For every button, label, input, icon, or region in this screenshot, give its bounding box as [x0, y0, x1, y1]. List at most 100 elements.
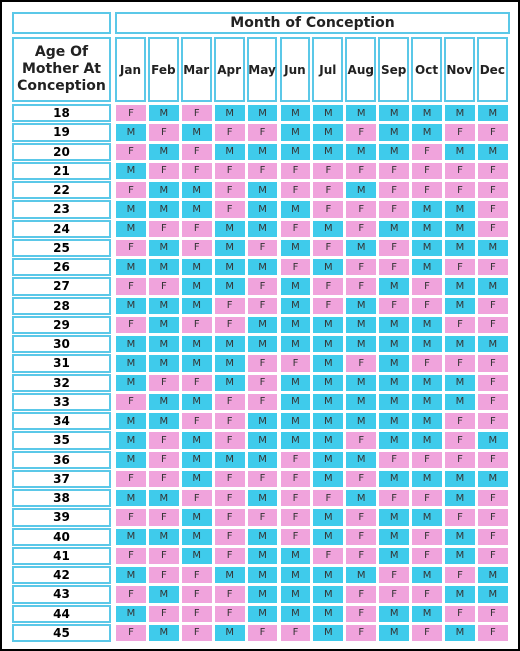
gender-cell: F	[411, 623, 443, 642]
age-label: 45	[12, 623, 111, 642]
gender-cell: F	[476, 527, 509, 546]
gender-cell: M	[411, 315, 443, 334]
gender-cell: F	[411, 296, 443, 315]
age-label: 19	[12, 123, 111, 142]
gender-cell: F	[279, 508, 312, 527]
gender-cell: M	[378, 508, 411, 527]
gender-cell: F	[444, 412, 476, 431]
gender-cell: F	[246, 392, 279, 411]
age-label: 30	[12, 335, 111, 354]
gender-cell: M	[378, 469, 411, 488]
gender-cell: F	[147, 219, 180, 238]
gender-cell: F	[476, 258, 509, 277]
gender-cell: F	[411, 142, 443, 161]
gender-cell: M	[147, 258, 180, 277]
gender-cell: M	[246, 431, 279, 450]
gender-cell: M	[444, 623, 476, 642]
gender-cell: M	[312, 104, 345, 123]
gender-cell: F	[147, 566, 180, 585]
gender-cell: F	[147, 450, 180, 469]
gender-cell: M	[378, 219, 411, 238]
gender-cell: F	[444, 123, 476, 142]
month-header: Feb	[147, 37, 179, 102]
gender-cell: M	[444, 546, 476, 565]
gender-cell: M	[246, 412, 279, 431]
gender-cell: M	[180, 508, 213, 527]
gender-cell: F	[444, 450, 476, 469]
gender-cell: M	[378, 623, 411, 642]
gender-cell: M	[180, 200, 213, 219]
gender-cell: F	[279, 469, 312, 488]
gender-cell: M	[378, 431, 411, 450]
gender-cell: F	[115, 546, 147, 565]
gender-cell: M	[180, 335, 213, 354]
gender-cell: F	[246, 123, 279, 142]
gender-cell: M	[246, 450, 279, 469]
gender-cell: F	[345, 161, 378, 180]
gender-cell: F	[444, 354, 476, 373]
gender-cell: M	[147, 392, 180, 411]
gender-cell: F	[312, 296, 345, 315]
gender-cell: M	[147, 335, 180, 354]
gender-cell: F	[312, 238, 345, 257]
gender-cell: M	[476, 469, 509, 488]
gender-cell: M	[411, 392, 443, 411]
month-header: Oct	[411, 37, 442, 102]
gender-cell: M	[378, 412, 411, 431]
gender-cell: F	[378, 450, 411, 469]
gender-cell: F	[444, 508, 476, 527]
gender-cell: M	[345, 142, 378, 161]
gender-cell: F	[279, 450, 312, 469]
gender-cell: M	[345, 296, 378, 315]
gender-cell: F	[279, 161, 312, 180]
gender-cell: F	[180, 373, 213, 392]
gender-cell: M	[180, 354, 213, 373]
gender-cell: M	[213, 104, 246, 123]
gender-cell: F	[246, 373, 279, 392]
gender-cell: F	[411, 585, 443, 604]
gender-cell: M	[147, 489, 180, 508]
gender-cell: M	[444, 219, 476, 238]
gender-cell: F	[378, 566, 411, 585]
gender-cell: M	[312, 450, 345, 469]
gender-cell: F	[115, 142, 147, 161]
gender-cell: M	[279, 315, 312, 334]
gender-cell: F	[476, 508, 509, 527]
gender-cell: F	[312, 181, 345, 200]
gender-cell: M	[411, 104, 443, 123]
gender-cell: M	[115, 123, 147, 142]
gender-cell: M	[246, 604, 279, 623]
gender-cell: M	[312, 335, 345, 354]
gender-cell: M	[411, 123, 443, 142]
gender-cell: F	[411, 489, 443, 508]
gender-cell: F	[378, 181, 411, 200]
gender-cell: F	[213, 469, 246, 488]
gender-cell: M	[180, 123, 213, 142]
gender-cell: M	[115, 412, 147, 431]
gender-cell: M	[476, 238, 509, 257]
gender-cell: M	[279, 104, 312, 123]
month-header: Jun	[279, 37, 311, 102]
gender-cell: F	[411, 450, 443, 469]
gender-cell: M	[312, 392, 345, 411]
gender-cell: F	[213, 508, 246, 527]
gender-cell: F	[476, 123, 509, 142]
gender-cell: F	[279, 527, 312, 546]
gender-cell: M	[246, 181, 279, 200]
gender-cell: M	[213, 219, 246, 238]
gender-cell: F	[312, 161, 345, 180]
gender-cell: F	[444, 181, 476, 200]
gender-cell: M	[312, 354, 345, 373]
gender-cell: M	[444, 296, 476, 315]
gender-cell: M	[115, 296, 147, 315]
gender-cell: M	[444, 277, 476, 296]
gender-cell: M	[444, 585, 476, 604]
gender-cell: M	[411, 258, 443, 277]
gender-cell: M	[115, 258, 147, 277]
gender-cell: M	[180, 277, 213, 296]
gender-cell: F	[444, 161, 476, 180]
gender-cell: M	[147, 585, 180, 604]
gender-cell: M	[411, 431, 443, 450]
gender-cell: M	[279, 604, 312, 623]
